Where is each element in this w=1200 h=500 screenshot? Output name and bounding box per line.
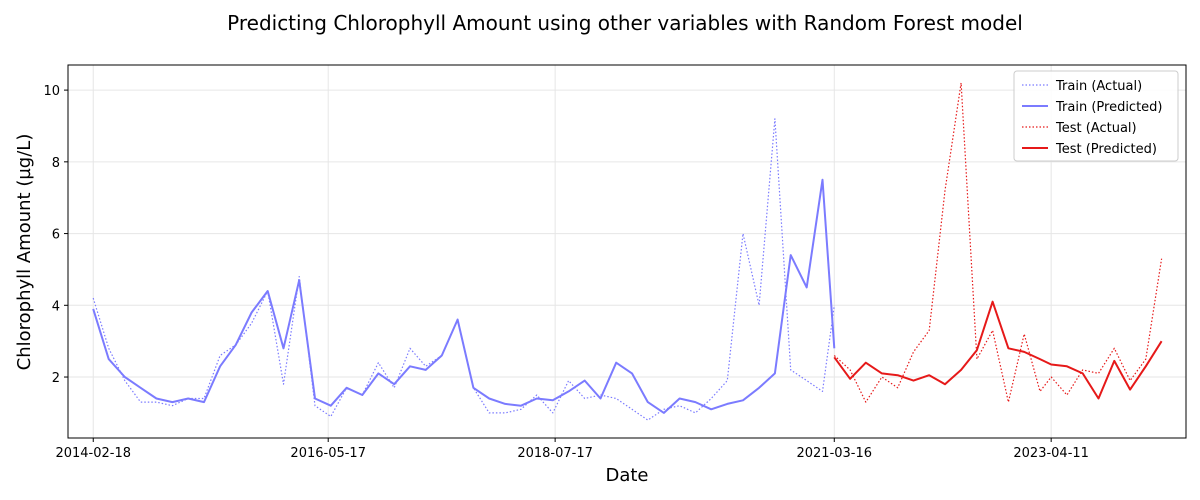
y-axis-label: Chlorophyll Amount (µg/L) [14,134,35,371]
legend: Train (Actual) Train (Predicted) Test (Act… [1013,70,1179,162]
legend-label: Train (Predicted) [1055,100,1163,115]
x-tick-label: 2014-02-18 [55,446,131,461]
legend-label: Train (Actual) [1055,79,1142,94]
legend-box [1013,70,1179,162]
grid [68,65,1186,438]
y-tick-label: 8 [52,156,60,171]
legend-label: Test (Predicted) [1055,142,1157,157]
series-line-test-actual [833,82,1163,403]
x-tick-label: 2016-05-17 [290,446,366,461]
x-tick-label: 2018-07-17 [517,446,593,461]
plot-lines [92,82,1163,421]
y-tick-label: 4 [52,299,60,314]
legend-label: Test (Actual) [1055,121,1137,136]
series-line-test-predicted [833,300,1163,400]
plot-frame [67,64,1187,439]
y-tick-label: 10 [43,84,60,99]
y-axis: 2 4 6 8 10 [43,84,68,386]
x-axis: 2014-02-18 2016-05-17 2018-07-17 2021-03-16… [55,438,1089,461]
y-tick-label: 6 [52,228,60,243]
y-tick-label: 2 [52,371,60,386]
x-axis-label: Date [605,465,648,486]
x-tick-label: 2021-03-16 [796,446,872,461]
series-line-train-predicted [92,178,836,414]
chart-title: Predicting Chlorophyll Amount using othe… [227,11,1023,35]
x-tick-label: 2023-04-11 [1013,446,1089,461]
